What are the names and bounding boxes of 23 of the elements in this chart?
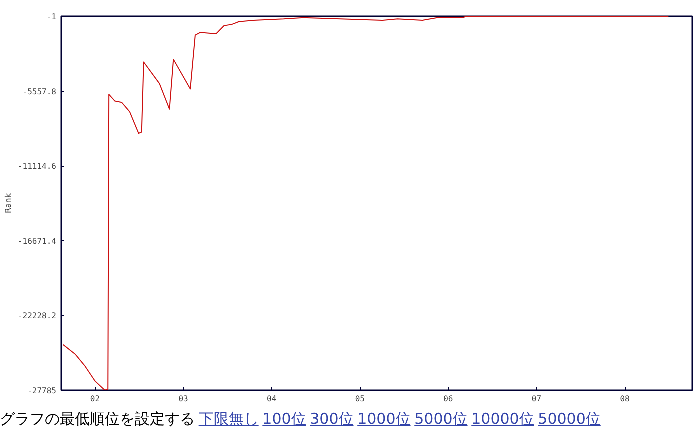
text: 10000位: [472, 410, 534, 428]
y-tick-label: -11114.6: [18, 162, 57, 172]
x-tick-label: 04: [267, 394, 277, 404]
y-tick-label: -5557.8: [22, 87, 57, 96]
y-tick-label: -27785: [28, 386, 57, 396]
x-tick-label: 02: [90, 394, 100, 404]
text: 300位: [310, 410, 354, 428]
x-tick-label: 03: [178, 394, 189, 404]
y-axis-title: Rank: [4, 193, 13, 214]
line-series: [62, 16, 670, 390]
text: グラフの最低順位を設定する: [0, 410, 195, 428]
text: 100位: [262, 410, 306, 428]
text: 50000位: [538, 410, 601, 428]
x-tick-label: 07: [532, 394, 542, 404]
text: 1000位: [358, 410, 411, 428]
x-tick-label: 06: [444, 394, 454, 404]
text: 5000位: [414, 410, 468, 428]
y-tick-label: -16671.4: [18, 236, 57, 246]
y-tick-label: -1: [46, 12, 57, 22]
text: 下限無し: [198, 410, 259, 428]
x-tick-label: 05: [355, 394, 366, 404]
y-tick-label: -22228.2: [18, 312, 57, 321]
x-tick-label: 08: [620, 394, 630, 404]
